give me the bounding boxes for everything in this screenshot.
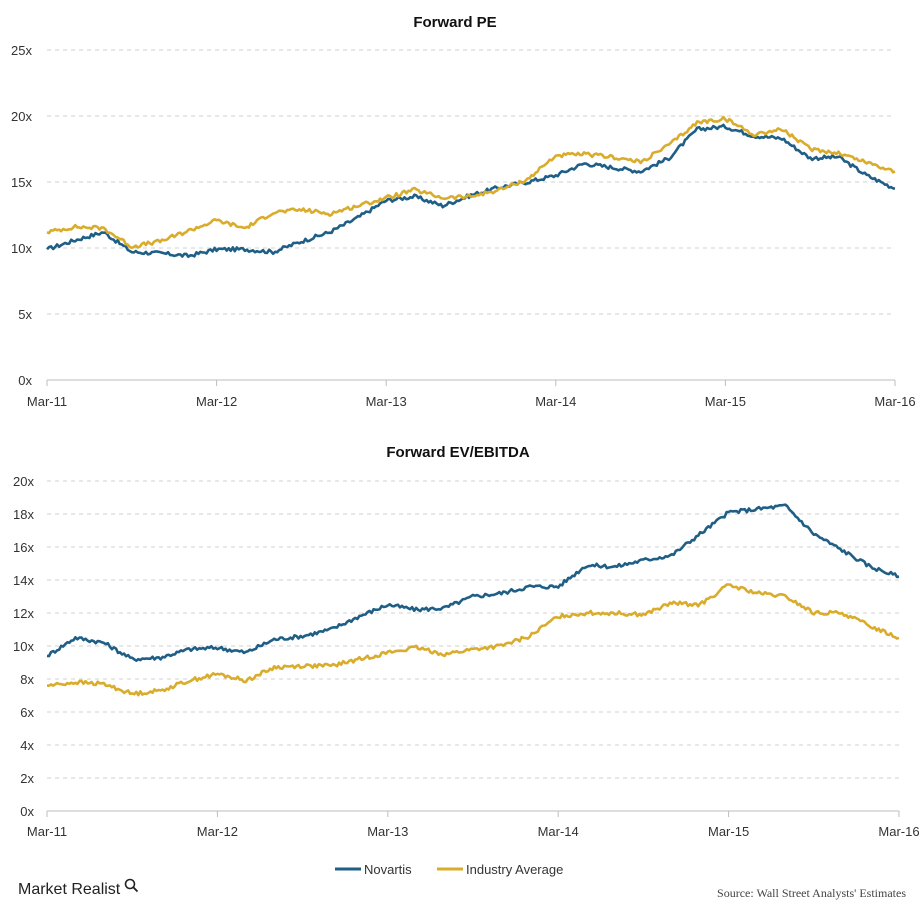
forward-ev-ebitda-y-tick-label: 20x — [13, 474, 34, 489]
forward-pe-x-tick-label: Mar-14 — [535, 394, 576, 409]
forward-pe-y-tick-label: 15x — [11, 175, 32, 190]
forward-ev-ebitda-x-tick-label: Mar-13 — [367, 824, 408, 839]
forward-ev-ebitda-y-tick-label: 10x — [13, 639, 34, 654]
forward-ev-ebitda-x-tick-label: Mar-14 — [538, 824, 579, 839]
forward-ev-ebitda-line-industry-average — [46, 583, 900, 697]
brand-name: Market Realist — [18, 881, 121, 898]
forward-ev-ebitda-gridlines — [47, 480, 899, 812]
legend-label-industry-average: Industry Average — [466, 862, 563, 877]
forward-pe-title: Forward PE — [413, 14, 496, 31]
forward-pe-y-tick-label: 10x — [11, 241, 32, 256]
forward-ev-ebitda-y-tick-label: 0x — [20, 804, 34, 819]
forward-pe-y-ticks: 0x 5x 10x 15x 20x 25x — [11, 43, 32, 388]
forward-pe-line-industry-average — [46, 115, 896, 250]
forward-ev-ebitda-y-tick-label: 4x — [20, 738, 34, 753]
forward-ev-ebitda-x-tick-label: Mar-11 — [27, 824, 67, 839]
forward-ev-ebitda-chart: Forward EV/EBITDA 0x 2x 4x 6x 8x 10x 12x 14x 16x… — [13, 444, 920, 839]
forward-pe-x-tick-label: Mar-16 — [874, 394, 915, 409]
forward-ev-ebitda-y-tick-label: 14x — [13, 573, 34, 588]
forward-pe-y-tick-label: 5x — [18, 307, 32, 322]
forward-ev-ebitda-y-tick-label: 2x — [20, 771, 34, 786]
forward-ev-ebitda-y-tick-label: 18x — [13, 507, 34, 522]
forward-pe-x-tick-label: Mar-15 — [705, 394, 746, 409]
forward-ev-ebitda-x-tick-label: Mar-12 — [197, 824, 238, 839]
forward-pe-y-tick-label: 20x — [11, 109, 32, 124]
forward-pe-gridlines — [47, 49, 895, 381]
magnifier-icon — [124, 878, 139, 893]
forward-pe-y-tick-label: 25x — [11, 43, 32, 58]
market-realist-logo: Market Realist — [18, 878, 139, 898]
forward-pe-x-ticks: Mar-11 Mar-12 Mar-13 Mar-14 Mar-15 Mar-16 — [27, 380, 916, 409]
legend-label-novartis: Novartis — [364, 862, 412, 877]
forward-pe-y-tick-label: 0x — [18, 373, 32, 388]
forward-pe-x-tick-label: Mar-13 — [366, 394, 407, 409]
forward-ev-ebitda-series — [46, 503, 900, 697]
forward-ev-ebitda-y-tick-label: 6x — [20, 705, 34, 720]
forward-ev-ebitda-x-ticks: Mar-11 Mar-12 Mar-13 Mar-14 Mar-15 Mar-16 — [27, 811, 920, 839]
forward-ev-ebitda-x-tick-label: Mar-16 — [878, 824, 919, 839]
forward-pe-series — [46, 115, 896, 259]
forward-pe-x-tick-label: Mar-12 — [196, 394, 237, 409]
forward-pe-chart: Forward PE 0x 5x 10x 15x 20x 25x Mar-11 Mar-12… — [11, 14, 916, 409]
forward-ev-ebitda-title: Forward EV/EBITDA — [386, 444, 530, 461]
forward-ev-ebitda-y-tick-label: 12x — [13, 606, 34, 621]
forward-ev-ebitda-line-novartis — [46, 503, 900, 663]
forward-ev-ebitda-x-tick-label: Mar-15 — [708, 824, 749, 839]
forward-ev-ebitda-y-tick-label: 16x — [13, 540, 34, 555]
source-note: Source: Wall Street Analysts' Estimates — [717, 886, 906, 900]
forward-ev-ebitda-y-ticks: 0x 2x 4x 6x 8x 10x 12x 14x 16x 18x 20x — [13, 474, 34, 819]
forward-pe-x-tick-label: Mar-11 — [27, 394, 67, 409]
legend: Novartis Industry Average — [335, 862, 563, 877]
forward-ev-ebitda-y-tick-label: 8x — [20, 672, 34, 687]
